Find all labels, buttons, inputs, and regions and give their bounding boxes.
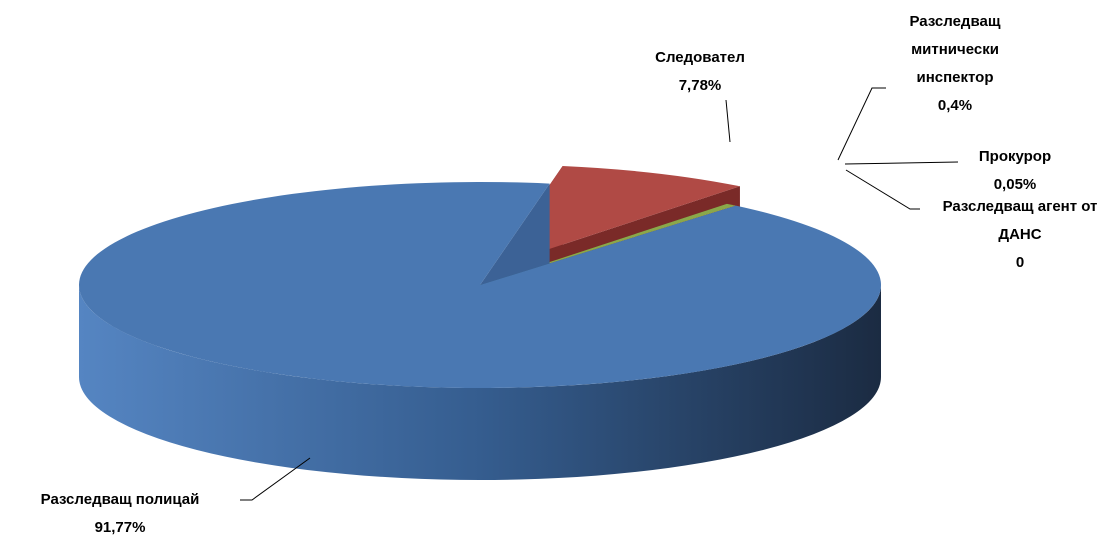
leader-line (837, 87, 886, 161)
category-label: Разследващ митнически инспектор (909, 13, 1001, 86)
value-label: 0 (1015, 254, 1025, 271)
leader-line (240, 457, 311, 501)
category-label: Прокурор (978, 148, 1052, 165)
category-label: Следовател (655, 49, 745, 66)
data-label: Разследващ полицай 91,77% (0, 486, 240, 542)
data-label: Следовател 7,78% (620, 44, 780, 100)
slice (78, 182, 881, 480)
data-label: Разследващ митнически инспектор 0,4% (885, 8, 1025, 120)
slice-top (493, 166, 740, 268)
category-label: Разследващ полицай (40, 491, 200, 508)
leader-line (844, 161, 959, 165)
slice-side (79, 285, 881, 480)
data-label: Разследващ агент от ДАНС 0 (925, 193, 1115, 277)
data-label: Прокурор 0,05% (935, 143, 1095, 199)
value-label: 0,4% (937, 97, 973, 114)
leader-line (725, 99, 731, 143)
value-label: 0,05% (993, 176, 1037, 193)
value-label: 7,78% (678, 77, 722, 94)
slice-top (78, 182, 881, 388)
leader-line (845, 169, 920, 210)
category-label: Разследващ агент от ДАНС (942, 198, 1098, 243)
value-label: 91,77% (94, 519, 146, 536)
